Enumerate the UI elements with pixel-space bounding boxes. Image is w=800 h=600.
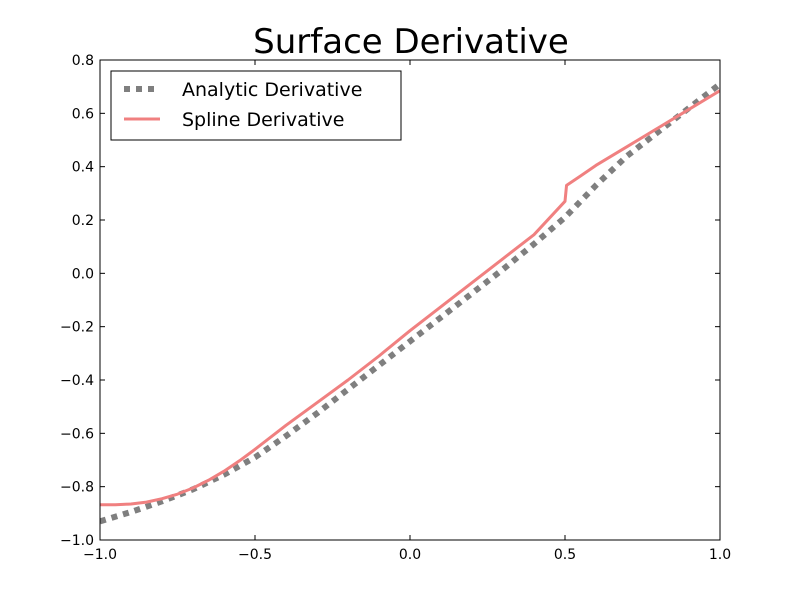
y-tick-label: 0.4 [72, 160, 94, 176]
x-tick-label: −1.0 [83, 547, 117, 563]
axis-ticks: −1.0 −0.5 0.0 0.5 1.0 −1.0 −0.8 −0.6 −0.4 −0.2 0.0… [60, 53, 731, 563]
y-tick-label: −1.0 [60, 533, 94, 549]
legend-label-2: Spline Derivative [182, 109, 344, 131]
y-tick-label: 0.0 [72, 266, 94, 282]
y-tick-label: −0.6 [60, 426, 94, 442]
axes-frame [99, 59, 721, 541]
y-tick-label: 0.6 [72, 106, 94, 122]
x-tick-label: 1.0 [709, 547, 731, 563]
x-tick-label: −0.5 [238, 547, 272, 563]
series-line-1 [100, 81, 720, 525]
legend: Analytic Derivative Spline Derivative [110, 70, 402, 141]
legend-box [110, 70, 402, 141]
series-line-2 [100, 89, 720, 507]
y-tick-label: −0.4 [60, 373, 94, 389]
y-tick-label: −0.8 [60, 480, 94, 496]
y-tick-label: 0.2 [72, 213, 94, 229]
chart-title: Surface Derivative [253, 22, 569, 62]
x-tick-label: 0.0 [399, 547, 421, 563]
x-tick-label: 0.5 [554, 547, 576, 563]
y-tick-label: 0.8 [72, 53, 94, 69]
y-tick-label: −0.2 [60, 320, 94, 336]
plot-area [100, 81, 720, 525]
legend-label-1: Analytic Derivative [182, 79, 362, 101]
